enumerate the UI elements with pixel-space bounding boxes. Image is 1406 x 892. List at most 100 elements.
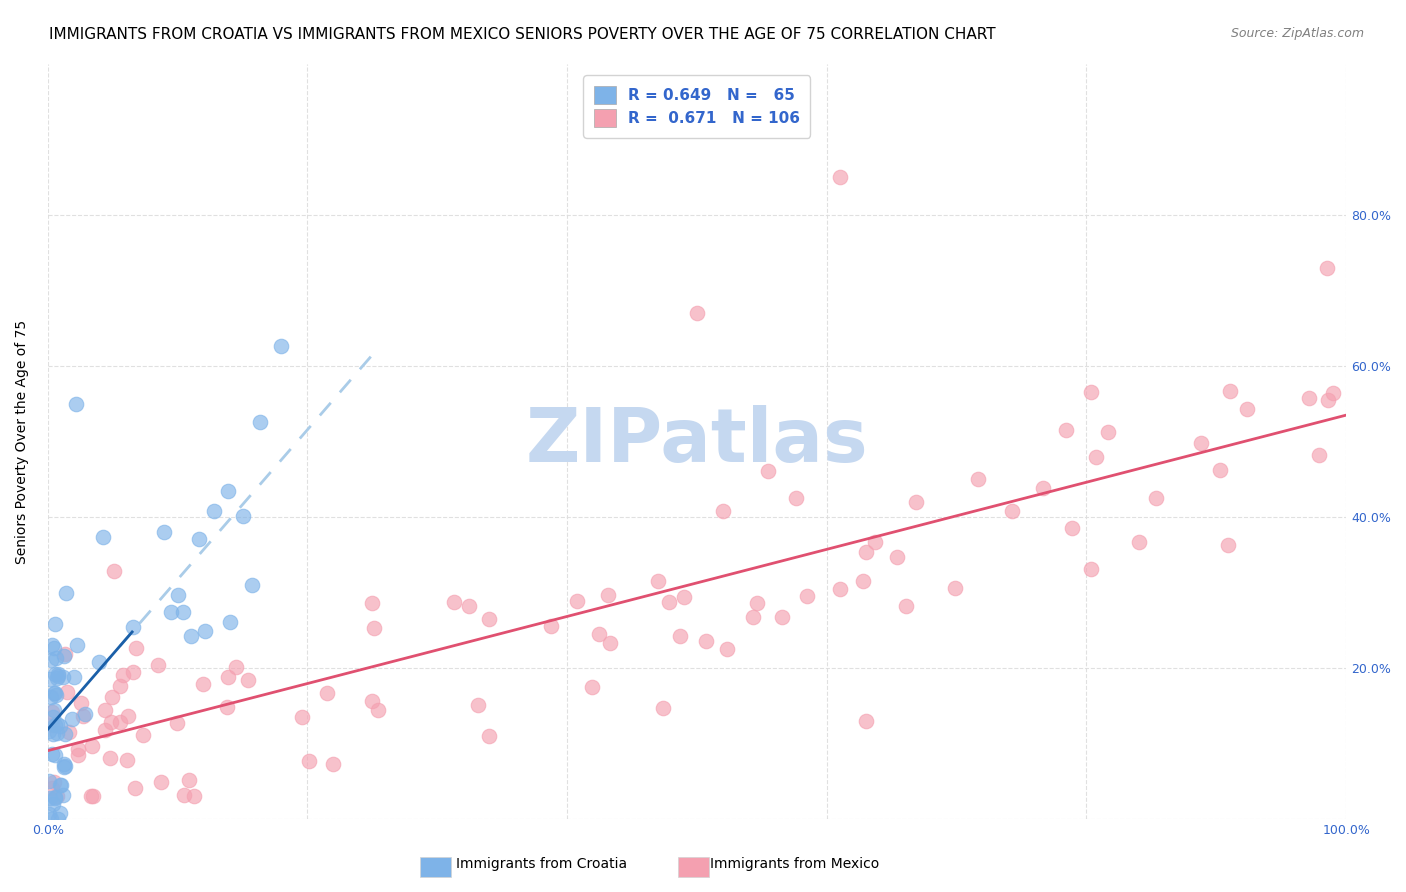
- Text: ZIPatlas: ZIPatlas: [526, 405, 869, 478]
- Point: [42, 641, 65, 656]
- Point: [41, 781, 63, 796]
- Point: [770, 610, 793, 624]
- Point: [217, 483, 239, 498]
- Point: [747, 596, 769, 610]
- Point: [45, 688, 67, 702]
- Point: [581, 680, 603, 694]
- Point: [291, 710, 314, 724]
- Point: [42, 775, 65, 789]
- Point: [52, 788, 75, 802]
- Point: [41, 638, 63, 652]
- Point: [53, 760, 76, 774]
- Y-axis label: Seniors Poverty Over the Age of 75: Seniors Poverty Over the Age of 75: [15, 319, 30, 564]
- Point: [647, 574, 669, 589]
- Point: [1219, 384, 1241, 399]
- Point: [39, 653, 62, 667]
- Point: [150, 775, 173, 789]
- Point: [55, 684, 77, 698]
- Point: [44, 703, 66, 717]
- Point: [1322, 385, 1344, 400]
- Point: [1236, 402, 1258, 417]
- Point: [695, 634, 717, 648]
- Point: [49, 778, 72, 792]
- Point: [101, 690, 124, 705]
- Point: [668, 630, 690, 644]
- Point: [45, 671, 67, 685]
- FancyBboxPatch shape: [420, 857, 451, 877]
- Point: [44, 617, 66, 632]
- Point: [166, 588, 188, 602]
- Point: [367, 703, 389, 717]
- Point: [87, 656, 110, 670]
- Point: [80, 739, 103, 753]
- Point: [361, 596, 384, 610]
- Point: [44, 666, 66, 681]
- Point: [1317, 393, 1340, 408]
- Point: [240, 578, 263, 592]
- Point: [49, 719, 72, 733]
- Point: [180, 629, 202, 643]
- Point: [53, 649, 76, 664]
- Point: [80, 789, 103, 804]
- Point: [215, 699, 238, 714]
- Point: [758, 464, 780, 478]
- Point: [153, 524, 176, 539]
- Point: [38, 806, 60, 821]
- Point: [38, 773, 60, 788]
- Point: [298, 754, 321, 768]
- Point: [44, 791, 66, 805]
- Point: [41, 710, 63, 724]
- Point: [117, 708, 139, 723]
- Point: [53, 727, 76, 741]
- Point: [673, 590, 696, 604]
- Point: [1080, 384, 1102, 399]
- Point: [53, 647, 76, 661]
- Point: [53, 756, 76, 771]
- Point: [322, 756, 344, 771]
- Point: [82, 789, 104, 804]
- Point: [58, 724, 80, 739]
- Point: [38, 724, 60, 739]
- Point: [360, 694, 382, 708]
- Point: [41, 797, 63, 812]
- Point: [91, 530, 114, 544]
- Point: [39, 690, 62, 704]
- Point: [124, 780, 146, 795]
- Text: Immigrants from Croatia: Immigrants from Croatia: [456, 856, 627, 871]
- Point: [41, 705, 63, 719]
- Point: [65, 397, 87, 411]
- Point: [1001, 503, 1024, 517]
- Point: [863, 535, 886, 549]
- Point: [44, 685, 66, 699]
- Point: [41, 812, 63, 826]
- Point: [72, 708, 94, 723]
- Point: [60, 712, 83, 726]
- Point: [66, 748, 89, 763]
- Point: [194, 624, 217, 638]
- Point: [115, 753, 138, 767]
- Point: [52, 670, 75, 684]
- Point: [686, 306, 709, 320]
- Point: [1144, 491, 1167, 506]
- Point: [111, 667, 134, 681]
- Text: Source: ZipAtlas.com: Source: ZipAtlas.com: [1230, 27, 1364, 40]
- Point: [122, 620, 145, 634]
- Point: [270, 339, 292, 353]
- Point: [46, 726, 69, 740]
- Point: [146, 657, 169, 672]
- Point: [204, 504, 226, 518]
- Point: [166, 715, 188, 730]
- Point: [457, 599, 479, 614]
- Point: [42, 727, 65, 741]
- Point: [108, 715, 131, 730]
- Point: [69, 696, 91, 710]
- Point: [39, 791, 62, 805]
- Point: [658, 594, 681, 608]
- Point: [363, 621, 385, 635]
- Point: [218, 615, 240, 629]
- Point: [467, 698, 489, 713]
- Point: [716, 642, 738, 657]
- Point: [943, 581, 966, 595]
- Point: [1308, 448, 1330, 462]
- Point: [66, 638, 89, 652]
